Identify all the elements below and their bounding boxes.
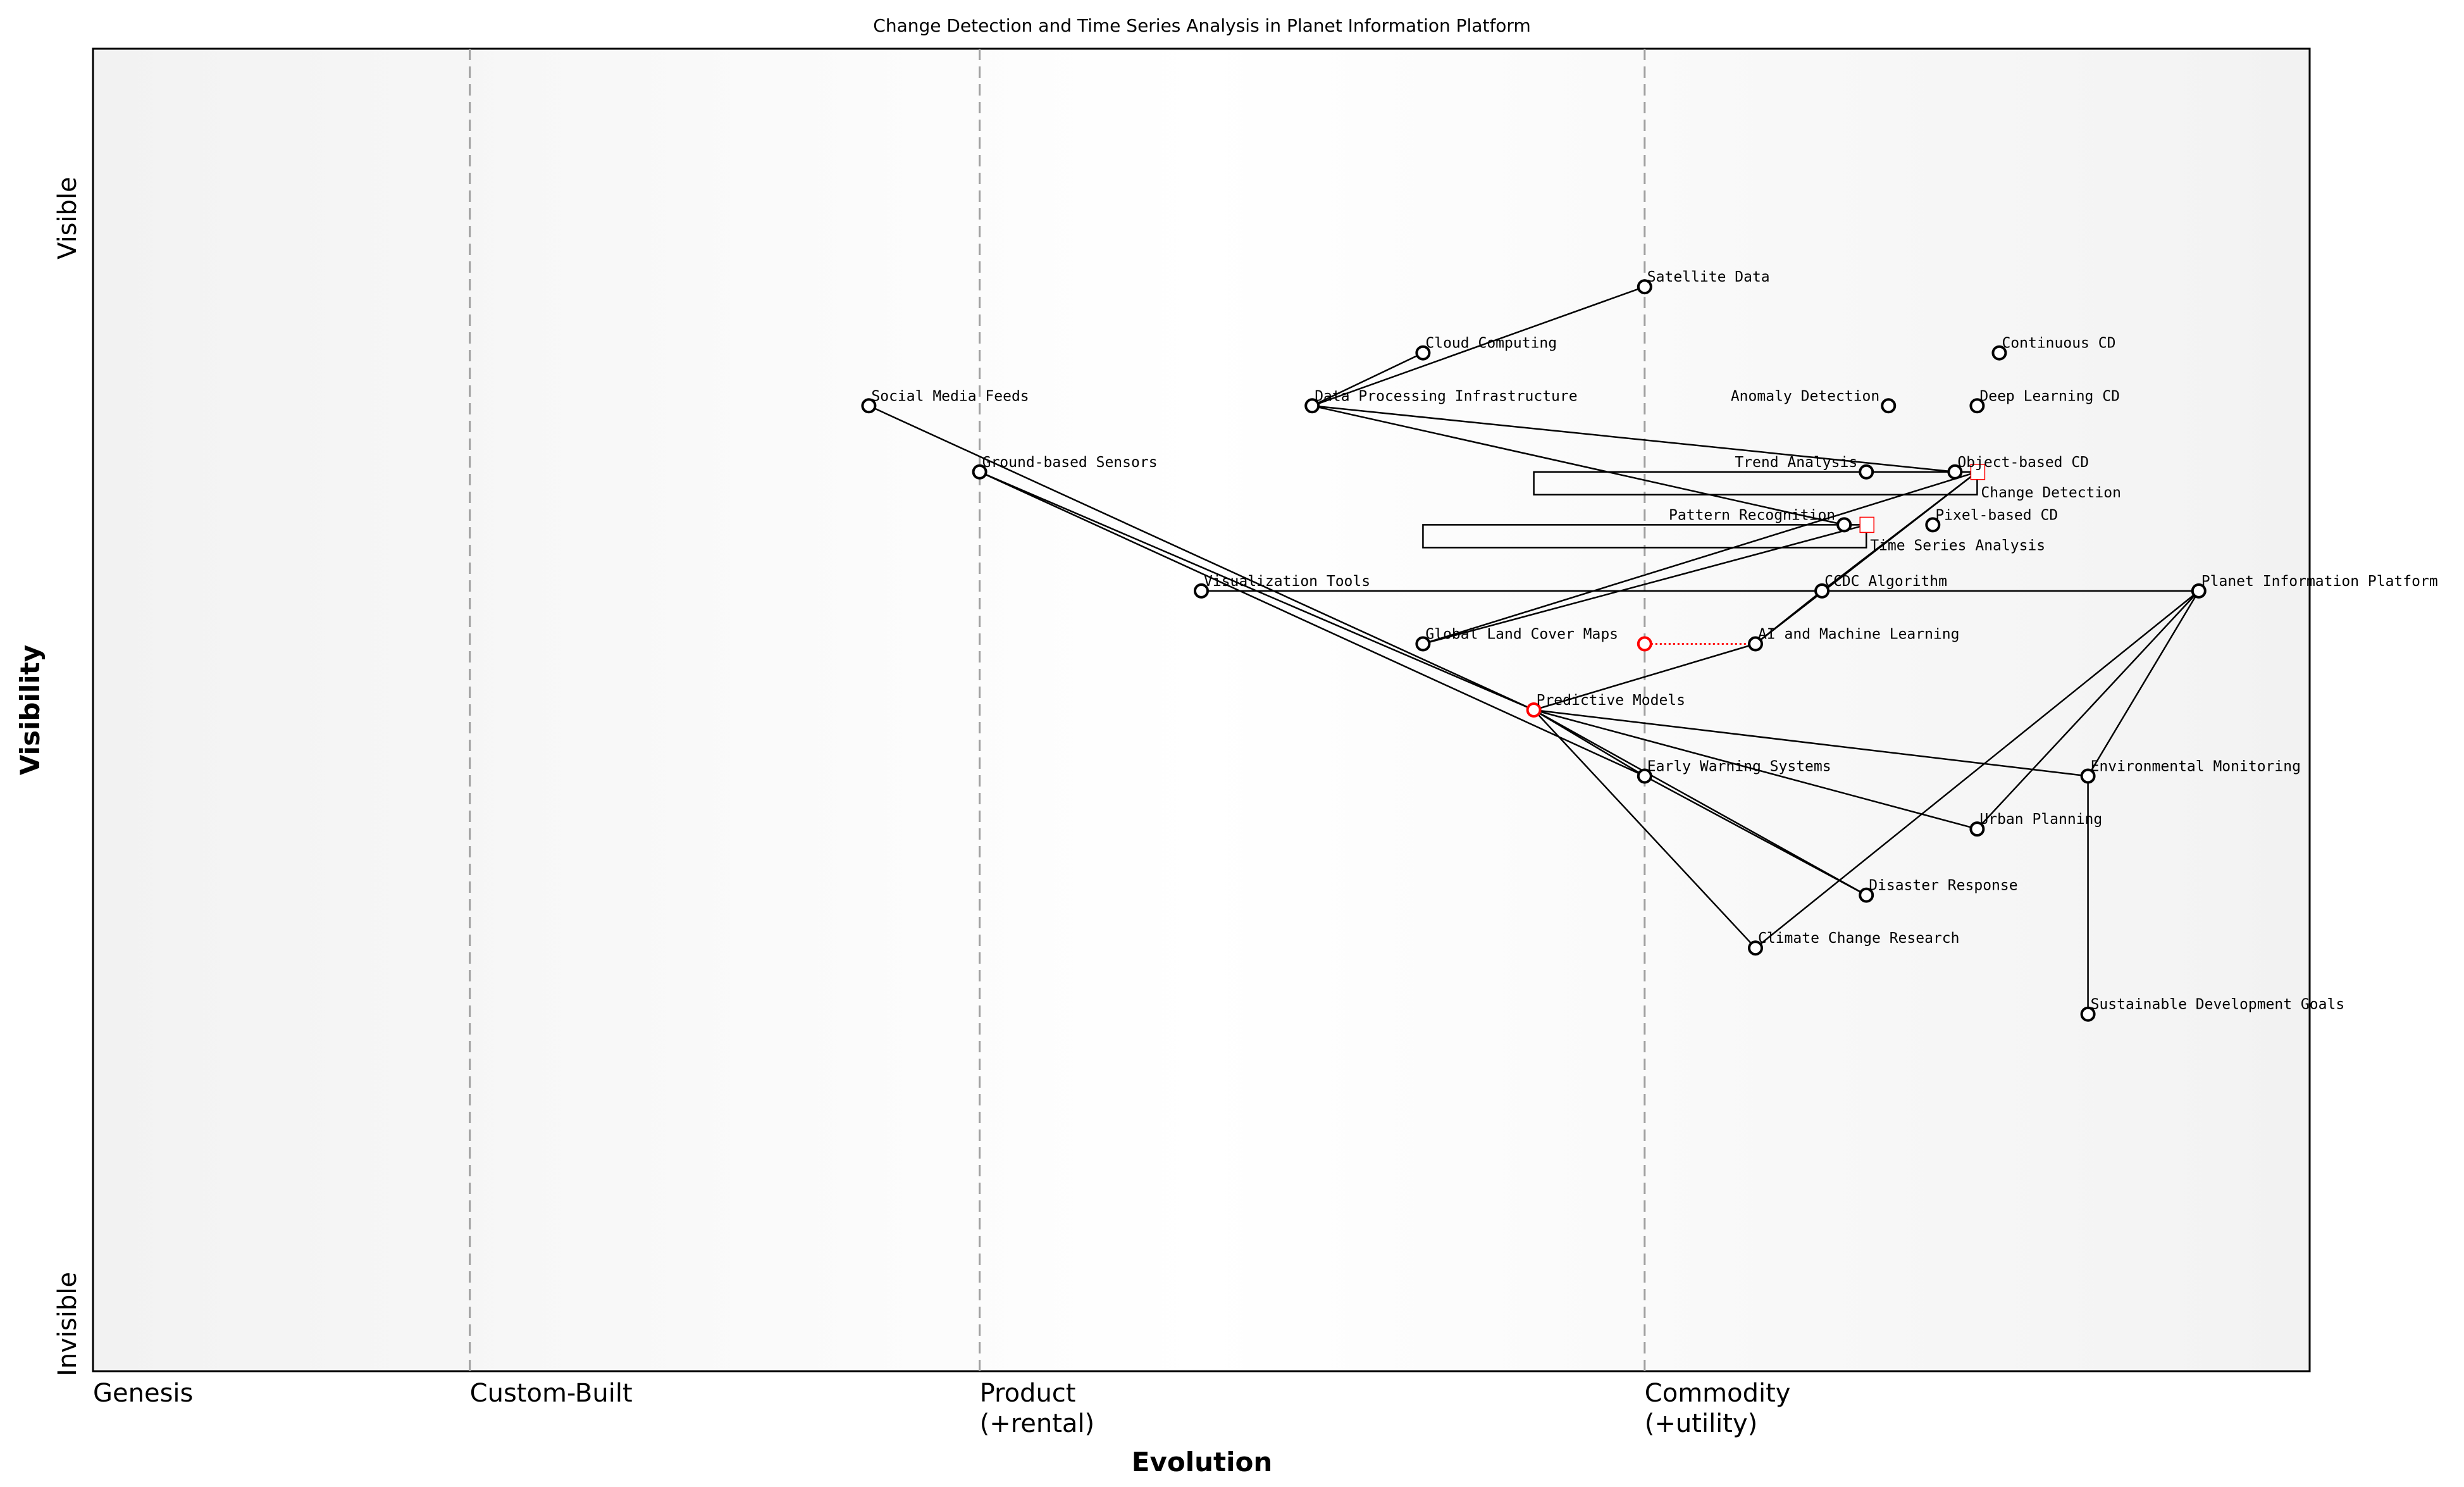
link-predictive-models-to-environmental-monitoring: [1533, 709, 2088, 777]
component-node-social-media-feeds[interactable]: [861, 398, 877, 414]
link-global-land-cover-maps-to-time-series-analysis: [1423, 524, 1867, 645]
component-label-pixel-based-cd: Pixel-based CD: [1935, 507, 2058, 523]
component-label-predictive-models: Predictive Models: [1537, 692, 1685, 709]
component-node-trend-analysis[interactable]: [1859, 464, 1874, 480]
component-node-data-processing-infrastructure[interactable]: [1304, 398, 1320, 414]
component-node-deep-learning-cd[interactable]: [1969, 398, 1985, 414]
map-title: Change Detection and Time Series Analysi…: [873, 15, 1530, 36]
component-node-urban-planning[interactable]: [1969, 821, 1985, 837]
link-planet-information-platform-to-urban-planning: [1976, 590, 2200, 830]
link-data-processing-infrastructure-to-object-based-cd: [1312, 405, 1955, 473]
x-axis-title: Evolution: [1132, 1447, 1272, 1478]
component-node-sustainable-development-goals[interactable]: [2080, 1006, 2096, 1022]
component-node-object-based-cd[interactable]: [1947, 464, 1963, 480]
x-stage-custom-built: Custom-Built: [470, 1379, 633, 1408]
component-label-anomaly-detection: Anomaly Detection: [1731, 388, 1879, 404]
y-axis-title: Visibility: [15, 645, 46, 775]
component-label-deep-learning-cd: Deep Learning CD: [1979, 388, 2120, 404]
y-tick-visible: Visible: [53, 177, 82, 259]
link-ground-based-sensors-to-early-warning-systems: [979, 471, 1645, 777]
pipeline-change-detection: [1533, 471, 1978, 496]
link-predictive-models-to-ai-and-machine-learning: [1533, 643, 1756, 711]
link-global-land-cover-maps-to-change-detection: [1423, 471, 1978, 645]
component-label-planet-information-platform: Planet Information Platform: [2201, 573, 2438, 590]
pipeline-time-series-analysis: [1422, 524, 1867, 549]
component-label-environmental-monitoring: Environmental Monitoring: [2091, 759, 2301, 775]
component-node-predictive-models[interactable]: [1526, 702, 1542, 718]
component-node-pattern-recognition[interactable]: [1836, 517, 1852, 533]
component-label-visualization-tools: Visualization Tools: [1204, 573, 1370, 590]
link-predictive-models-to-disaster-response: [1533, 709, 1867, 896]
component-node-ground-based-sensors[interactable]: [972, 464, 987, 480]
component-label-ground-based-sensors: Ground-based Sensors: [982, 454, 1158, 471]
link-satellite-data-to-data-processing-infrastructure: [1311, 286, 1645, 407]
pipeline-marker-time-series-analysis[interactable]: [1859, 516, 1874, 533]
link-predictive-models-to-climate-change-research: [1533, 709, 1756, 949]
component-label-social-media-feeds: Social Media Feeds: [871, 388, 1029, 404]
link-early-warning-systems-to-disaster-response: [1644, 775, 1867, 896]
component-label-ccdc-algorithm: CCDC Algorithm: [1824, 573, 1947, 590]
pipeline-label-time-series-analysis: Time Series Analysis: [1870, 537, 2045, 554]
component-node-continuous-cd[interactable]: [1991, 345, 2007, 361]
component-label-trend-analysis: Trend Analysis: [1735, 454, 1857, 471]
component-label-satellite-data: Satellite Data: [1647, 269, 1770, 285]
pipeline-marker-change-detection[interactable]: [1970, 464, 1986, 480]
component-label-sustainable-development-goals: Sustainable Development Goals: [2091, 997, 2345, 1013]
component-node-disaster-response[interactable]: [1859, 887, 1874, 903]
link-social-media-feeds-to-predictive-models: [868, 405, 1535, 711]
plot-area: [92, 47, 2311, 1372]
y-tick-invisible: Invisible: [53, 1272, 82, 1376]
link-cloud-computing-to-data-processing-infrastructure: [1311, 352, 1423, 407]
link-data-processing-infrastructure-to-pattern-recognition: [1311, 405, 1845, 526]
component-label-object-based-cd: Object-based CD: [1957, 454, 2089, 471]
component-node-visualization-tools[interactable]: [1194, 583, 1209, 599]
link-ccdc-algorithm-to-change-detection: [1821, 471, 1978, 592]
component-label-early-warning-systems: Early Warning Systems: [1647, 759, 1831, 775]
component-node-ai-and-machine-learning[interactable]: [1748, 636, 1763, 652]
component-label-disaster-response: Disaster Response: [1869, 878, 2017, 894]
pipeline-label-change-detection: Change Detection: [1981, 485, 2121, 501]
component-node-environmental-monitoring[interactable]: [2080, 768, 2096, 784]
component-label-cloud-computing: Cloud Computing: [1425, 335, 1557, 352]
component-node-global-land-cover-maps[interactable]: [1415, 636, 1431, 652]
x-stage-sub-product: (+rental): [980, 1409, 1095, 1438]
component-label-pattern-recognition: Pattern Recognition: [1669, 507, 1835, 523]
component-node-pixel-based-cd[interactable]: [1925, 517, 1941, 533]
component-label-climate-change-research: Climate Change Research: [1758, 930, 1960, 947]
link-predictive-models-to-urban-planning: [1533, 709, 1978, 830]
x-stage-product: Product: [980, 1379, 1076, 1408]
evolve-origin-ai-and-machine-learning[interactable]: [1637, 636, 1652, 652]
component-label-continuous-cd: Continuous CD: [2002, 335, 2115, 352]
link-planet-information-platform-to-climate-change-research: [1755, 590, 2200, 949]
component-node-climate-change-research[interactable]: [1748, 940, 1763, 956]
component-node-ccdc-algorithm[interactable]: [1814, 583, 1830, 599]
component-node-anomaly-detection[interactable]: [1881, 398, 1897, 414]
component-node-planet-information-platform[interactable]: [2191, 583, 2207, 599]
component-label-ai-and-machine-learning: AI and Machine Learning: [1758, 626, 1960, 643]
component-node-cloud-computing[interactable]: [1415, 345, 1431, 361]
component-label-data-processing-infrastructure: Data Processing Infrastructure: [1315, 388, 1577, 404]
component-node-early-warning-systems[interactable]: [1637, 768, 1652, 784]
component-node-satellite-data[interactable]: [1637, 279, 1652, 295]
component-label-global-land-cover-maps: Global Land Cover Maps: [1425, 626, 1618, 643]
x-stage-sub-commodity: (+utility): [1645, 1409, 1757, 1438]
x-stage-commodity: Commodity: [1645, 1379, 1791, 1408]
component-label-urban-planning: Urban Planning: [1979, 811, 2102, 828]
link-planet-information-platform-to-environmental-monitoring: [2087, 590, 2200, 777]
x-stage-genesis: Genesis: [93, 1379, 193, 1408]
